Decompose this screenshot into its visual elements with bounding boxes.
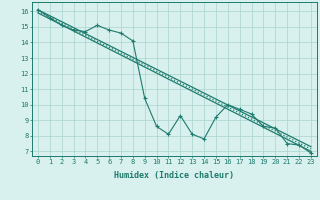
X-axis label: Humidex (Indice chaleur): Humidex (Indice chaleur) — [115, 171, 234, 180]
